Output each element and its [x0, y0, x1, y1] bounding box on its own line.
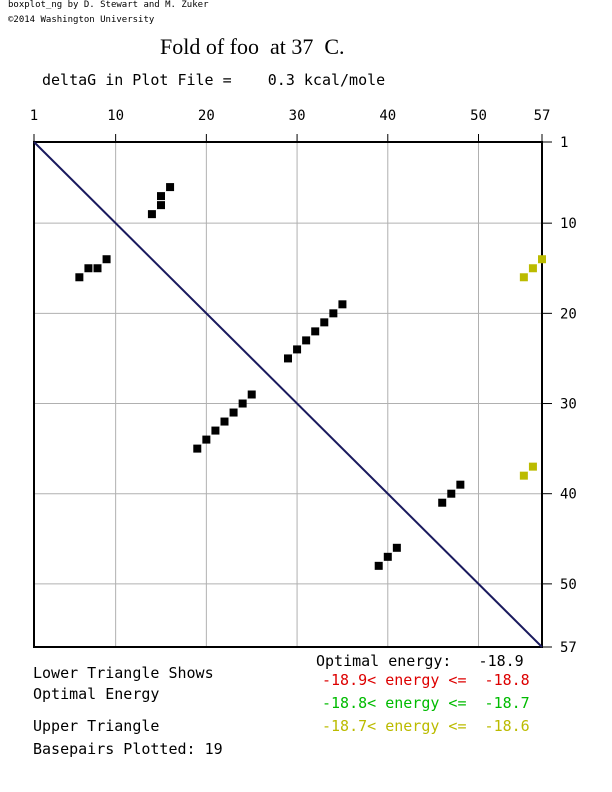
top-tick-label: 30 — [289, 108, 306, 124]
legend-energy-range-red: -18.9< energy <= -18.8 — [322, 671, 530, 689]
basepair-point-optimal — [374, 561, 383, 570]
basepair-point-optimal — [193, 444, 202, 453]
basepair-point-optimal — [338, 300, 347, 309]
top-tick-label: 20 — [198, 108, 215, 124]
legend-optimal-energy: Optimal energy: -18.9 — [316, 652, 524, 670]
diagonal-line — [33, 141, 543, 648]
basepair-point-optimal — [220, 417, 229, 426]
plot-subtitle: deltaG in Plot File = 0.3 kcal/mole — [42, 71, 386, 89]
basepair-point-yellow — [528, 462, 537, 471]
basepair-point-optimal — [93, 264, 102, 273]
legend-lower-line-2: Optimal Energy — [33, 685, 160, 703]
basepair-point-optimal — [84, 264, 93, 273]
basepair-point-optimal — [211, 426, 220, 435]
basepair-point-optimal — [147, 210, 156, 219]
basepair-point-optimal — [447, 489, 456, 498]
dot-plot: 1 10 20 30 40 50 57 1 10 20 30 40 50 57 — [30, 108, 577, 656]
basepair-point-yellow — [519, 471, 528, 480]
top-tick-label: 1 — [30, 108, 38, 124]
legend-energy-range-yellow: -18.7< energy <= -18.6 — [322, 717, 530, 735]
right-tick-label: 20 — [560, 306, 577, 322]
top-tick-label: 50 — [470, 108, 487, 124]
legend-basepairs-count: Basepairs Plotted: 19 — [33, 740, 223, 758]
credit-line-1: boxplot_ng by D. Stewart and M. Zuker — [8, 0, 209, 10]
credit-line-2: ©2014 Washington University — [8, 15, 155, 25]
top-tick-label: 57 — [534, 108, 551, 124]
legend-lower-line-1: Lower Triangle Shows — [33, 664, 214, 682]
plot-frame — [33, 141, 543, 648]
right-tick-label: 10 — [560, 216, 577, 232]
basepair-point-optimal — [392, 543, 401, 552]
basepair-point-optimal — [383, 552, 392, 561]
basepair-point-optimal — [102, 255, 111, 264]
right-tick-label: 50 — [560, 577, 577, 593]
basepair-point-optimal — [320, 318, 329, 327]
top-tick-label: 10 — [107, 108, 124, 124]
right-tick-label: 57 — [560, 640, 577, 656]
top-tick-label: 40 — [379, 108, 396, 124]
legend-energy-range-green: -18.8< energy <= -18.7 — [322, 694, 530, 712]
basepair-point-optimal — [438, 498, 447, 507]
basepair-point-optimal — [456, 480, 465, 489]
basepair-point-optimal — [238, 399, 247, 408]
basepair-point-optimal — [284, 354, 292, 363]
basepair-point-optimal — [157, 192, 165, 201]
basepair-point-optimal — [247, 390, 256, 399]
basepair-point-yellow — [519, 273, 528, 282]
basepair-point-optimal — [166, 183, 175, 192]
basepair-point-optimal — [75, 273, 84, 282]
legend-upper-line-1: Upper Triangle — [33, 717, 160, 735]
basepair-point-optimal — [202, 435, 211, 444]
right-tick-label: 30 — [560, 397, 577, 413]
plot-title: Fold of foo at 37 C. — [160, 34, 345, 59]
basepair-point-optimal — [329, 309, 338, 318]
basepair-point-optimal — [311, 327, 320, 336]
basepair-point-optimal — [293, 345, 302, 354]
basepair-point-yellow — [528, 264, 537, 273]
right-tick-label: 1 — [560, 135, 568, 151]
basepair-point-optimal — [157, 201, 165, 210]
right-tick-label: 40 — [560, 487, 577, 503]
basepair-point-optimal — [302, 336, 311, 345]
basepair-point-optimal — [229, 408, 238, 417]
basepair-point-yellow — [538, 255, 546, 264]
